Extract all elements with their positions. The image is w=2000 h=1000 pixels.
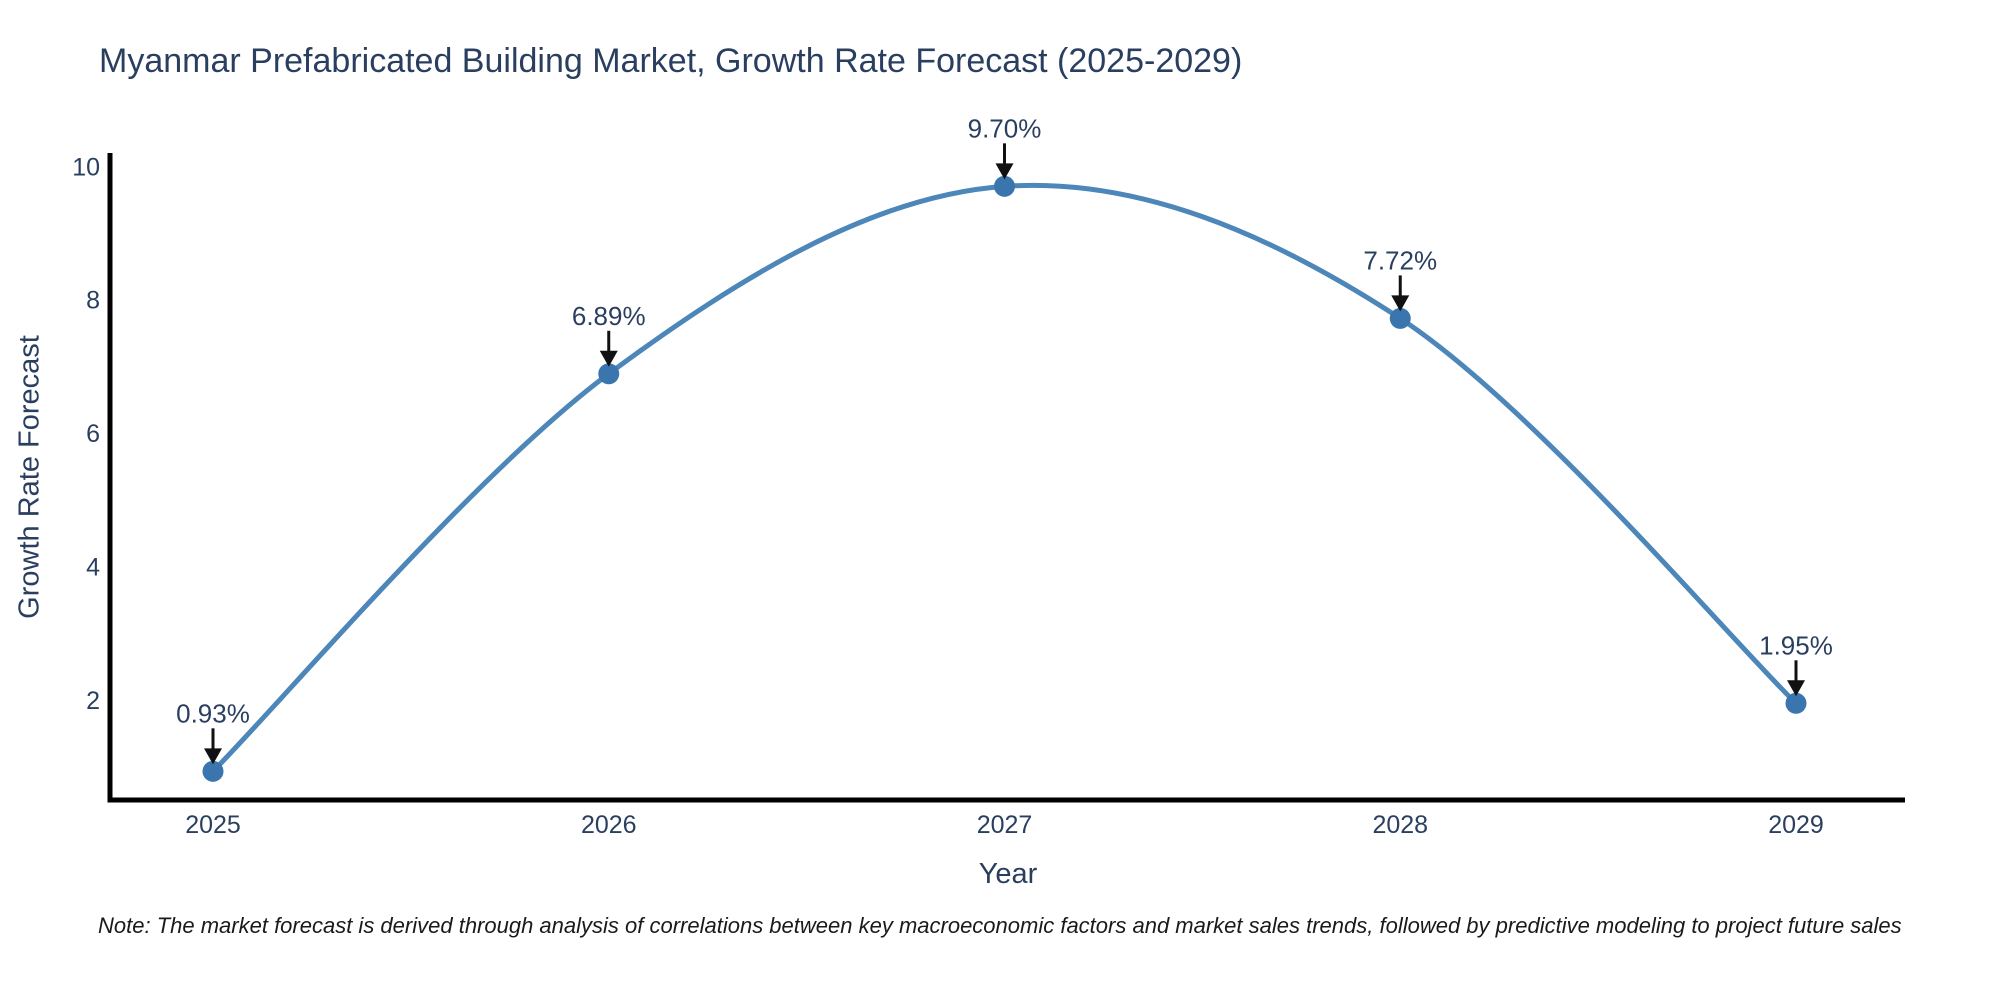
growth-rate-line [210, 182, 1799, 774]
point-value-label: 6.89% [572, 301, 646, 331]
y-tick-label: 4 [86, 554, 100, 582]
point-value-label: 1.95% [1759, 630, 1833, 660]
point-value-label: 7.72% [1363, 245, 1437, 275]
data-point-marker [598, 363, 620, 385]
footnote: Note: The market forecast is derived thr… [98, 913, 1902, 938]
annotation-arrowhead-icon [1787, 680, 1805, 697]
x-tick-label: 2027 [977, 811, 1033, 839]
data-point-marker [1389, 307, 1411, 329]
annotation-arrowhead-icon [599, 350, 618, 367]
data-point-marker [202, 760, 224, 782]
y-tick-label: 2 [86, 687, 100, 715]
x-tick-label: 2029 [1768, 811, 1824, 839]
annotation-arrowhead-icon [204, 748, 222, 765]
data-point-marker [1785, 692, 1807, 714]
point-value-label: 0.93% [176, 698, 250, 728]
annotation-arrowhead-icon [995, 163, 1014, 180]
data-point-marker [994, 175, 1015, 197]
x-tick-label: 2026 [581, 811, 637, 839]
annotation-arrowhead-icon [1391, 295, 1410, 312]
x-axis-title: Year [978, 858, 1038, 890]
chart-title: Myanmar Prefabricated Building Market, G… [99, 42, 1243, 80]
y-tick-label: 8 [86, 287, 100, 315]
y-tick-label: 10 [72, 153, 100, 181]
y-tick-label: 6 [86, 420, 100, 448]
x-tick-label: 2025 [185, 811, 241, 839]
x-tick-label: 2028 [1372, 811, 1428, 839]
point-value-label: 9.70% [968, 113, 1042, 143]
